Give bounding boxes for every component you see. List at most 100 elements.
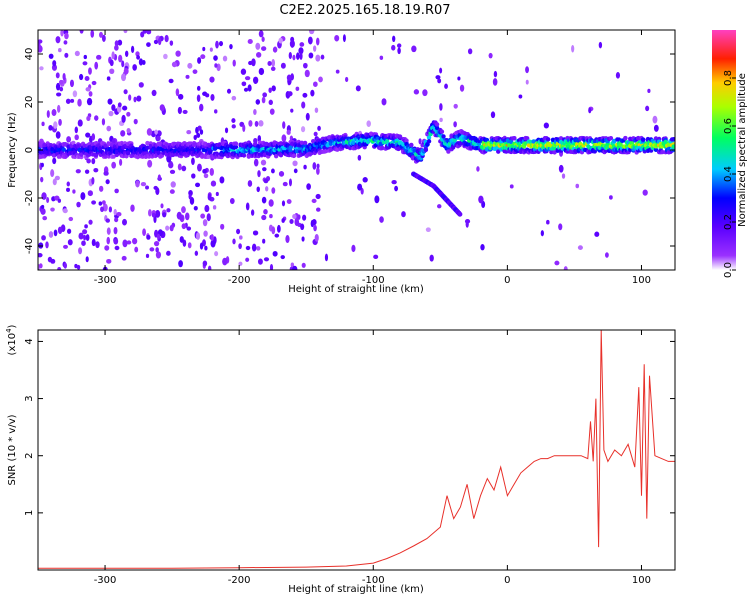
spectrogram-cell <box>64 52 69 58</box>
spectrogram-cell <box>209 167 214 176</box>
spectrogram-cell <box>381 98 387 106</box>
spectrogram-cell <box>191 157 195 165</box>
spectrogram-cell <box>285 235 290 244</box>
spectrogram-cell <box>301 101 306 109</box>
spectrogram-cell <box>496 149 501 154</box>
spectrogram-cell <box>72 189 76 194</box>
spectrogram-cell <box>233 141 239 146</box>
spectrogram-cell <box>301 236 305 242</box>
spectrogram-cell <box>86 158 91 164</box>
spectrogram-cell <box>63 244 68 249</box>
spectrogram-cell <box>379 216 384 223</box>
spectrogram-cell <box>121 255 127 261</box>
spectrogram-cell <box>160 203 164 209</box>
spectrogram-cell <box>200 54 206 60</box>
spectrogram-cell <box>55 131 61 139</box>
spectrogram-cell <box>57 104 61 113</box>
spectrogram-cell <box>203 230 208 237</box>
spectrogram-cell <box>294 218 300 226</box>
colorbar: 0.0 0.2 0.4 0.6 0.8 Normalized spectral ampl… <box>712 30 748 278</box>
spectrogram-cell <box>615 71 621 79</box>
spectrogram-cell <box>126 111 131 117</box>
spectrogram-cell <box>55 36 61 44</box>
spectrogram-cell <box>571 45 575 53</box>
spectrogram-cell <box>229 44 233 50</box>
spectrogram-cell <box>123 67 129 75</box>
spectrogram-cell <box>120 130 126 137</box>
spectrogram-cell <box>86 97 93 106</box>
spectrogram-cell <box>374 195 380 204</box>
spectrogram-cell <box>642 189 648 196</box>
spectrogram-cell <box>87 190 93 197</box>
spectrogram-cell <box>85 256 89 263</box>
spectrogram-cell <box>53 121 58 129</box>
chart-title: C2E2.2025.165.18.19.R07 <box>279 3 450 18</box>
spectrogram-cell <box>156 233 161 240</box>
spectrogram-cell <box>66 187 70 192</box>
spectrogram-cell <box>169 169 176 174</box>
spectrogram-cell <box>418 138 422 145</box>
spectrogram-cell <box>114 44 119 51</box>
spectrogram-cell <box>287 91 293 97</box>
spectrogram-cell <box>256 186 260 193</box>
spectrogram-cell <box>293 168 298 174</box>
spectrogram-cell <box>278 152 284 158</box>
spectrogram-cell <box>439 117 443 123</box>
spectrogram-cell <box>302 214 307 221</box>
colorbar-tick-label: 0.4 <box>723 166 734 182</box>
colorbar-gradient <box>712 30 736 270</box>
spectrogram-cell <box>492 78 498 86</box>
y-tick-label: 40 <box>24 48 35 61</box>
spectrogram-cell <box>197 163 202 172</box>
spectrogram-cell <box>273 153 279 159</box>
spectrogram-cell <box>457 76 461 81</box>
spectrogram-cell <box>449 134 454 139</box>
snr-panel: -300 -200 -100 0 100 1 2 3 4 Height of straight… <box>5 324 676 595</box>
spectrogram-cell <box>215 191 219 197</box>
spectrogram-cell <box>315 193 321 200</box>
spectrogram-cell <box>130 204 135 212</box>
spectrogram-cell <box>355 85 361 92</box>
spectrogram-cell <box>60 30 64 37</box>
spectrogram-cell <box>253 76 259 84</box>
spectrogram-cell <box>155 187 160 195</box>
spectrogram-cell <box>314 107 319 113</box>
spectrogram-cell <box>362 177 368 183</box>
x-tick-label: 100 <box>632 275 651 286</box>
spectrogram-cell <box>76 264 81 270</box>
spectrogram-cell <box>101 34 106 42</box>
spectrogram-cell <box>156 135 161 142</box>
spectrogram-cell <box>170 181 176 188</box>
spectrogram-cell <box>216 63 221 72</box>
spectrogram-cell <box>57 226 63 235</box>
spectrogram-cell <box>74 50 80 57</box>
spectrogram-cell <box>62 208 68 214</box>
spectrogram-cell <box>111 51 115 60</box>
spectrogram-cell <box>263 209 268 215</box>
spectrogram-cell <box>195 182 201 188</box>
spectrogram-cell <box>157 174 161 180</box>
spectrogram-cell <box>138 82 144 88</box>
spectrogram-cell <box>248 120 253 127</box>
spectrogram-cell <box>647 88 651 94</box>
spectrogram-cell <box>385 138 390 144</box>
spectrogram-cell <box>194 250 199 256</box>
spectrogram-cell <box>313 131 318 137</box>
spectrogram-cell <box>93 167 99 173</box>
spectrogram-cell <box>315 54 321 62</box>
spectrogram-cell <box>118 54 123 63</box>
spectrogram-cell <box>425 227 431 233</box>
spectrogram-cell <box>305 112 310 121</box>
spectrogram-cell <box>196 85 201 91</box>
spectrogram-cell <box>239 235 243 240</box>
spectrogram-cell <box>288 51 292 60</box>
spectrogram-cell <box>213 55 218 61</box>
spectrogram-cell <box>69 79 74 88</box>
spectrogram-cell <box>261 214 267 221</box>
spectrogram-cell <box>281 218 285 223</box>
spectrogram-cell <box>132 64 137 71</box>
spectrogram-cell <box>480 244 485 251</box>
spectrogram-cell <box>204 204 210 213</box>
spectrogram-cell <box>151 212 156 218</box>
